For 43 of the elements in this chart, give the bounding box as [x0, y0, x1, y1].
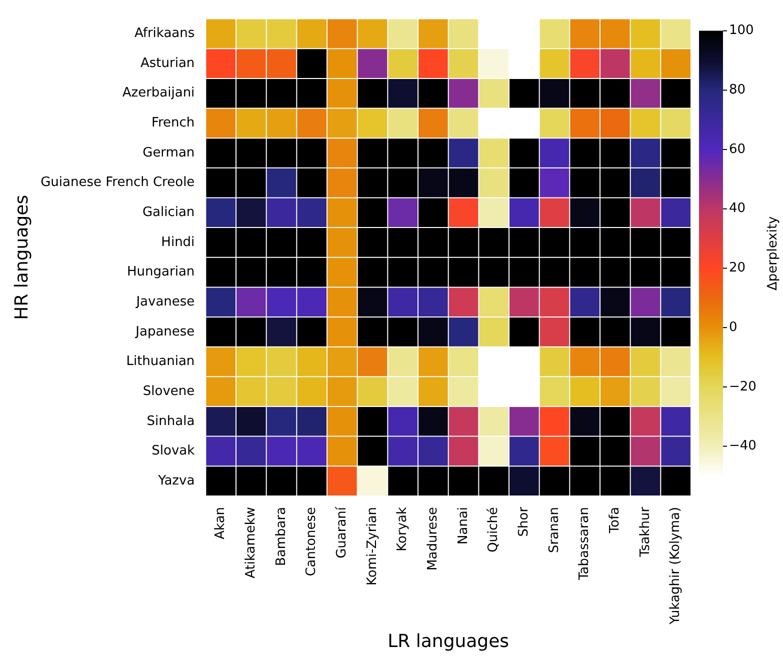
color-bar-label: −40	[729, 438, 756, 454]
color-bar-label: −20	[729, 379, 756, 394]
y-tick-label: French	[151, 116, 195, 131]
color-bar-label: 60	[729, 142, 746, 157]
x-tick-label: Nanai	[456, 506, 471, 544]
y-tick-label: Lithuanian	[126, 354, 195, 370]
color-bar-label: 80	[729, 82, 746, 98]
x-tick-label: Guaraní	[334, 506, 350, 558]
y-axis-title: HR languages	[11, 194, 32, 320]
x-tick-label: Tsakhur	[638, 506, 653, 558]
x-tick-label: Quiché	[486, 506, 502, 552]
x-axis-title: LR languages	[388, 630, 510, 652]
x-tick-label: Bambara	[274, 506, 289, 566]
y-tick-label: Yazva	[157, 473, 195, 488]
y-tick-label: Hungarian	[127, 264, 195, 280]
x-tick-label: Cantonese	[304, 506, 320, 576]
y-tick-label: Afrikaans	[134, 26, 195, 42]
x-tick-label: Tabassaran	[577, 506, 592, 582]
y-tick-label: Javanese	[135, 294, 195, 310]
color-bar-label: 0	[729, 320, 738, 335]
x-tick-label: Yukaghir (Kolyma)	[668, 506, 684, 626]
x-tick-label: Akan	[213, 506, 228, 540]
color-bar-label: 40	[729, 201, 746, 216]
color-bar-title: Δperplexity	[765, 216, 780, 290]
y-tick-label: Hindi	[161, 234, 195, 250]
x-tick-label: Koryak	[395, 506, 410, 552]
y-tick-label: Guianese French Creole	[40, 175, 195, 190]
y-tick-label: Sinhala	[146, 414, 195, 429]
x-tick-label: Tofa	[608, 506, 623, 534]
x-tick-label: Madurese	[426, 506, 441, 570]
x-tick-label: Shor	[516, 506, 532, 537]
color-bar-label: 100	[729, 23, 754, 38]
y-tick-label: Asturian	[140, 56, 195, 71]
y-tick-label: Galician	[142, 205, 195, 220]
y-tick-label: German	[142, 145, 195, 160]
x-tick-label: Atikamekw	[244, 506, 259, 578]
y-tick-label: Slovak	[152, 444, 196, 459]
color-bar-label: 20	[729, 260, 746, 276]
y-tick-label: Azerbaijani	[122, 86, 195, 101]
x-tick-label: Sranan	[546, 506, 562, 553]
x-tick-label: Komi-Zyrian	[364, 506, 380, 586]
y-tick-label: Japanese	[134, 324, 195, 340]
y-tick-label: Slovene	[142, 384, 195, 399]
